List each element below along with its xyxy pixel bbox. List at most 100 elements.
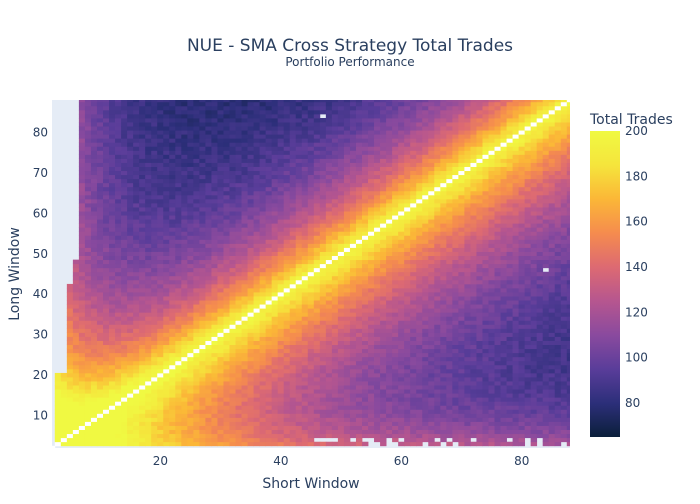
heatmap-cell (422, 239, 429, 244)
heatmap-cell (542, 397, 550, 402)
heatmap-cell (518, 413, 526, 418)
heatmap-cell (271, 279, 279, 285)
heatmap-cell (362, 292, 369, 297)
heatmap-cell (446, 263, 453, 269)
heatmap-cell (223, 235, 230, 240)
heatmap-cell (78, 332, 86, 337)
heatmap-cell (253, 433, 260, 439)
heatmap-cell (343, 340, 351, 346)
heatmap-cell (283, 292, 291, 297)
heatmap-cell (500, 389, 507, 394)
heatmap-cell (506, 263, 513, 269)
heatmap-cell (506, 393, 513, 398)
heatmap-cell (163, 259, 170, 265)
heatmap-cell (512, 239, 519, 244)
heatmap-cell (500, 275, 507, 281)
heatmap-cell (343, 344, 351, 350)
heatmap-cell (398, 372, 405, 378)
heatmap-cell (506, 300, 513, 305)
heatmap-cell (554, 344, 562, 350)
heatmap-cell (548, 397, 556, 402)
heatmap-cell (157, 352, 164, 358)
heatmap-cell (428, 231, 435, 236)
heatmap-cell (235, 292, 242, 297)
heatmap-cell (181, 271, 188, 277)
heatmap-cell (506, 381, 513, 386)
heatmap-cell (506, 320, 513, 325)
heatmap-cell (169, 312, 176, 317)
heatmap-cell (115, 409, 122, 414)
heatmap-cell (241, 429, 248, 435)
heatmap-cell (536, 372, 544, 378)
heatmap-cell (193, 332, 200, 337)
heatmap-cell (169, 352, 176, 358)
heatmap-cell (307, 344, 315, 350)
heatmap-cell (380, 215, 387, 220)
heatmap-cell (253, 287, 260, 293)
heatmap-cell (223, 211, 230, 216)
heatmap-cell (139, 368, 146, 374)
heatmap-cell (151, 304, 158, 309)
heatmap-cell (386, 393, 393, 398)
heatmap-cell (494, 409, 501, 414)
heatmap-cell (259, 308, 267, 313)
heatmap-cell (217, 300, 224, 305)
heatmap-cell (440, 211, 447, 216)
heatmap-cell (355, 376, 363, 382)
heatmap-cell (271, 320, 279, 325)
heatmap-cell (199, 360, 206, 366)
heatmap-cell (241, 332, 248, 337)
heatmap-cell (398, 405, 405, 410)
heatmap-cell (416, 223, 423, 228)
heatmap-cell (422, 207, 429, 212)
heatmap-cell (241, 207, 248, 212)
heatmap-cell (90, 231, 98, 236)
heatmap-cell (181, 235, 188, 240)
heatmap-cell (205, 328, 212, 333)
heatmap-cell (362, 235, 369, 240)
heatmap-cell (313, 279, 321, 285)
heatmap-cell (84, 300, 92, 305)
heatmap-cell (199, 352, 206, 358)
heatmap-cell (470, 211, 477, 216)
heatmap-cell (518, 275, 526, 281)
heatmap-cell (96, 421, 104, 426)
heatmap-cell (169, 227, 176, 232)
heatmap-cell (163, 283, 170, 289)
heatmap-cell (229, 312, 236, 317)
heatmap-cell (109, 364, 116, 370)
heatmap-cell (169, 320, 176, 325)
heatmap-cell (362, 239, 369, 244)
heatmap-cell (103, 405, 110, 410)
heatmap-cell (362, 304, 369, 309)
heatmap-cell (229, 292, 236, 297)
heatmap-cell (355, 405, 363, 410)
heatmap-cell (518, 372, 526, 378)
heatmap-cell (78, 421, 86, 426)
heatmap-cell (301, 328, 309, 333)
heatmap-cell (217, 251, 224, 256)
heatmap-cell (470, 223, 477, 228)
heatmap-cell (362, 328, 369, 333)
heatmap-cell (277, 227, 285, 232)
heatmap-cell (223, 409, 230, 414)
heatmap-cell (169, 235, 176, 240)
heatmap-cell (109, 336, 116, 341)
heatmap-cell (452, 381, 459, 386)
heatmap-cell (103, 211, 110, 216)
heatmap-cell (169, 441, 176, 447)
heatmap-cell (404, 364, 411, 370)
heatmap-cell (452, 263, 459, 269)
heatmap-cell (337, 275, 345, 281)
heatmap-cell (404, 211, 411, 216)
heatmap-cell (512, 227, 519, 232)
heatmap-cell (205, 202, 212, 208)
heatmap-cell (554, 316, 562, 321)
heatmap-cell (103, 304, 110, 309)
heatmap-cell (362, 255, 369, 261)
heatmap-cell (115, 385, 122, 390)
heatmap-cell (133, 348, 140, 354)
heatmap-cell (217, 409, 224, 414)
heatmap-cell (494, 255, 501, 261)
heatmap-cell (500, 433, 507, 439)
